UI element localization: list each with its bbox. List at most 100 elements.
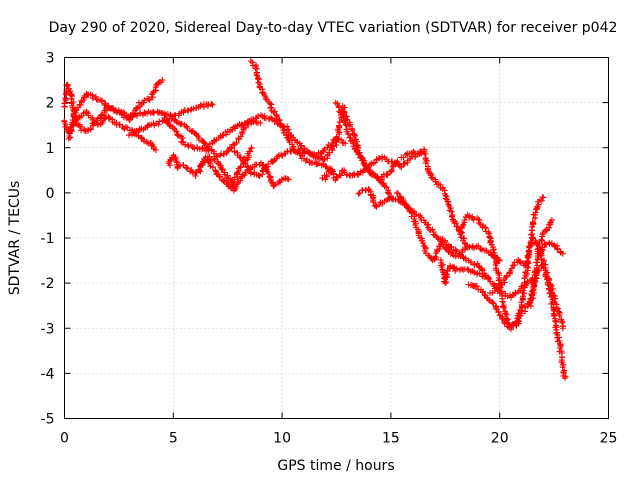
data-point	[535, 201, 542, 208]
data-point	[320, 156, 327, 163]
data-point	[321, 156, 328, 162]
data-point	[129, 131, 135, 138]
data-point	[491, 255, 498, 261]
data-point	[183, 164, 190, 171]
data-point	[323, 164, 330, 170]
data-point	[113, 108, 120, 115]
data-point	[530, 219, 536, 225]
data-point	[261, 112, 268, 119]
data-point	[89, 95, 96, 102]
data-point	[473, 283, 480, 290]
data-point	[518, 310, 525, 317]
data-point	[464, 265, 471, 272]
data-point	[134, 112, 141, 119]
data-point	[556, 312, 563, 319]
data-point	[479, 267, 486, 274]
data-point	[422, 160, 429, 167]
data-point	[538, 236, 545, 243]
y-tick-label: -3	[41, 321, 55, 337]
data-point	[529, 234, 536, 241]
data-point	[394, 190, 401, 197]
data-point	[208, 147, 215, 154]
data-point	[314, 161, 321, 168]
data-point	[228, 145, 235, 152]
y-tick-label: -1	[41, 231, 55, 247]
y-tick-label: 0	[46, 186, 55, 202]
data-point	[296, 148, 303, 154]
data-point	[539, 262, 546, 268]
data-point	[453, 265, 460, 272]
data-point	[475, 216, 482, 223]
data-point	[548, 300, 555, 307]
data-point	[278, 121, 285, 128]
data-point	[544, 281, 551, 287]
data-point	[159, 77, 166, 84]
data-point	[500, 304, 507, 311]
data-point	[354, 170, 361, 177]
data-point	[323, 172, 330, 179]
data-point	[409, 210, 416, 217]
data-point	[361, 157, 368, 164]
data-point	[173, 128, 180, 135]
data-points	[61, 58, 569, 381]
data-point	[428, 174, 435, 181]
data-point	[212, 167, 219, 174]
series-arc-2	[61, 77, 166, 135]
y-tick-label: 1	[46, 141, 55, 157]
data-point	[500, 316, 507, 323]
data-point	[256, 76, 262, 83]
data-point	[493, 305, 499, 312]
data-point	[493, 260, 500, 267]
data-point	[459, 247, 466, 254]
data-point	[233, 183, 240, 190]
data-point	[297, 143, 304, 150]
data-point	[471, 262, 478, 268]
data-point	[152, 147, 159, 154]
data-point	[242, 124, 249, 131]
data-point	[561, 374, 568, 381]
data-point	[490, 253, 497, 260]
data-point	[496, 257, 503, 264]
series-arc-11	[319, 149, 427, 184]
data-point	[548, 293, 555, 300]
data-point	[469, 213, 476, 220]
data-point	[208, 100, 215, 107]
data-point	[548, 216, 555, 223]
data-point	[268, 114, 275, 121]
data-point	[141, 138, 148, 145]
data-point	[296, 147, 303, 154]
data-point	[325, 141, 332, 148]
data-point	[100, 118, 107, 125]
data-point	[276, 117, 283, 124]
data-point	[125, 132, 132, 139]
data-point	[476, 220, 483, 227]
data-point	[155, 121, 162, 128]
data-point	[266, 173, 273, 180]
data-point	[141, 97, 148, 104]
data-point	[561, 370, 567, 376]
data-point	[277, 120, 284, 127]
data-point	[507, 268, 514, 274]
data-point	[540, 194, 547, 201]
series-arc-4	[125, 112, 292, 160]
data-point	[133, 128, 140, 135]
x-tick-label: 5	[169, 431, 178, 447]
data-point	[105, 115, 112, 122]
data-point	[342, 121, 349, 128]
data-point	[106, 115, 113, 121]
data-point	[143, 139, 150, 145]
data-point	[477, 245, 484, 252]
data-point	[432, 253, 439, 260]
data-point	[275, 116, 282, 123]
data-point	[174, 131, 181, 138]
data-point	[145, 96, 152, 102]
x-tick-label: 10	[273, 431, 291, 447]
series-arc-17	[457, 194, 547, 329]
data-point	[332, 177, 339, 184]
data-point	[448, 213, 455, 220]
data-point	[156, 118, 163, 125]
data-point	[454, 223, 461, 230]
x-axis-title: GPS time / hours	[277, 458, 394, 474]
data-point	[141, 109, 148, 116]
